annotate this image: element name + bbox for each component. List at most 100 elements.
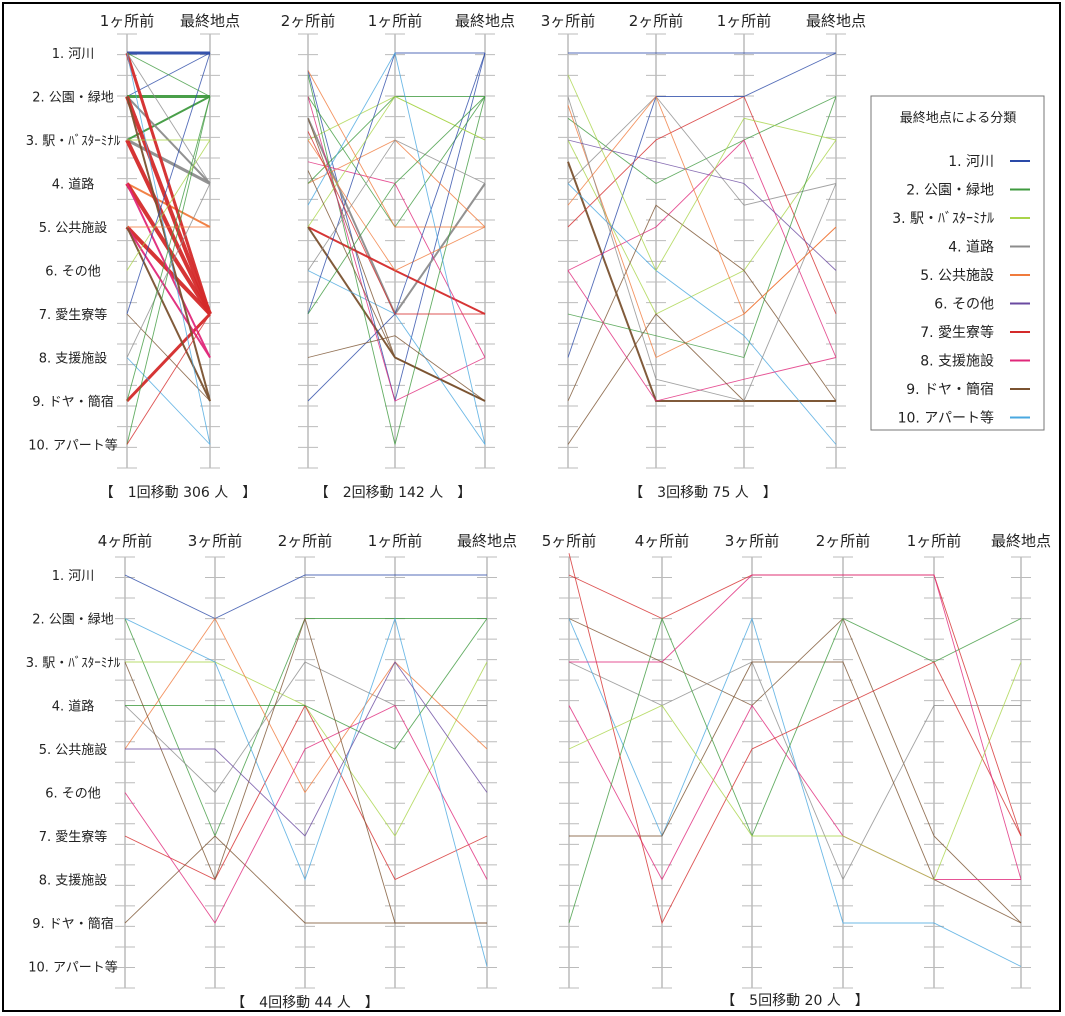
flow-line [307, 95, 486, 228]
flow-line [567, 313, 836, 445]
axis-header: 5ヶ所前 [542, 532, 597, 550]
axis-header: 4ヶ所前 [98, 532, 153, 550]
flow-line [307, 335, 486, 402]
parallel-chart-3: 3ヶ所前 2ヶ所前 1ヶ所前 最終地点【 3回移動 75 人 】 [541, 12, 866, 501]
flow-line [124, 835, 487, 924]
flow-line [307, 96, 486, 228]
flow-line [126, 357, 211, 445]
legend-title: 最終地点による分類 [900, 110, 1017, 126]
parallel-chart-2: 2ヶ所前 1ヶ所前 最終地点【 2回移動 142 人 】 [281, 12, 515, 501]
axis-header: 1ヶ所前 [368, 12, 423, 30]
flow-line [567, 183, 837, 445]
category-label: 5. 公共施設 [39, 220, 108, 236]
axis-header: 4ヶ所前 [635, 532, 690, 550]
flow-line [569, 574, 1022, 880]
parallel-chart-5: 5ヶ所前 4ヶ所前 3ヶ所前 2ヶ所前 1ヶ所前 最終地点【 5回移動 20 人 】 [542, 532, 1051, 1009]
flow-line [567, 270, 837, 402]
legend-box [870, 95, 1045, 431]
flow-line [307, 131, 485, 315]
axis-header: 2ヶ所前 [629, 12, 684, 30]
legend: 最終地点による分類 1. 河川 2. 公園・緑地 3. 駅・ﾊﾞｽﾀｰﾐﾅﾙ 4. 道… [870, 95, 1045, 431]
chart-caption: 【 3回移動 75 人 】 [629, 485, 777, 501]
axis-header: 1ヶ所前 [100, 12, 155, 30]
axis-header: 1ヶ所前 [717, 12, 772, 30]
axis-header: 1ヶ所前 [368, 532, 423, 550]
category-label: 8. 支援施設 [39, 351, 108, 367]
legend-label: 5. 公共施設 [920, 268, 994, 284]
flow-line [126, 52, 211, 184]
legend-label: 10. アパート等 [898, 410, 994, 427]
category-label: 5. 公共施設 [39, 742, 108, 758]
category-label: 8. 支援施設 [39, 873, 108, 889]
flow-line [567, 95, 837, 315]
flow-line [307, 96, 486, 315]
category-label: 10. アパート等 [28, 438, 118, 454]
flow-line [126, 52, 211, 97]
category-label: 10. アパート等 [28, 960, 118, 976]
axis-header: 3ヶ所前 [725, 532, 780, 550]
axis-header: 2ヶ所前 [281, 12, 336, 30]
category-label: 1. 河川 [52, 569, 95, 584]
flow-line [568, 553, 1022, 925]
axis-header: 最終地点 [455, 12, 515, 30]
flow-line [567, 139, 837, 358]
flow-line [124, 617, 487, 924]
category-label: 9. ドヤ・簡宿 [32, 394, 114, 410]
chart-caption: 【 2回移動 142 人 】 [315, 485, 472, 501]
legend-label: 7. 愛生寮等 [920, 324, 994, 341]
flow-line [126, 183, 211, 358]
flow-line [568, 617, 1022, 967]
flow-line [568, 661, 1022, 881]
axis-header: 最終地点 [180, 12, 240, 30]
category-label: 7. 愛生寮等 [39, 307, 108, 323]
legend-label: 1. 河川 [948, 154, 994, 170]
flow-line [124, 616, 488, 967]
flow-line [567, 74, 837, 272]
flow-line [567, 96, 837, 402]
parallel-chart-1: 1ヶ所前 最終地点 1. 河川 2. 公園・緑地 3. 駅・ﾊﾞｽﾀｰﾐﾅﾙ 4. 道路 5… [26, 12, 257, 501]
legend-label: 3. 駅・ﾊﾞｽﾀｰﾐﾅﾙ [892, 211, 994, 227]
chart-caption: 【 1回移動 306 人 】 [100, 485, 257, 501]
legend-label: 4. 道路 [948, 240, 994, 256]
category-label: 6. その他 [45, 265, 101, 280]
flow-line [125, 661, 488, 837]
axis-header: 最終地点 [457, 532, 517, 550]
flow-line [126, 96, 211, 402]
chart-caption: 【 5回移動 20 人 】 [721, 993, 869, 1009]
category-label: 4. 道路 [52, 699, 95, 715]
flow-line [125, 618, 488, 750]
category-label: 7. 愛生寮等 [39, 829, 108, 845]
chart-caption: 【 4回移動 44 人 】 [231, 995, 379, 1011]
flow-line [568, 704, 1021, 881]
axis-header: 最終地点 [991, 532, 1051, 550]
flow-line [569, 661, 1022, 924]
legend-label: 8. 支援施設 [920, 354, 994, 370]
flow-line [307, 170, 486, 402]
category-label: 1. 河川 [52, 47, 95, 62]
axis-header: 2ヶ所前 [816, 532, 871, 550]
category-label: 3. 駅・ﾊﾞｽﾀｰﾐﾅﾙ [26, 656, 121, 671]
axis-header: 3ヶ所前 [188, 532, 243, 550]
flow-line [126, 226, 211, 402]
category-label: 2. 公園・緑地 [32, 613, 114, 628]
axis-header: 1ヶ所前 [907, 532, 962, 550]
flow-line [567, 95, 837, 315]
flow-line [307, 70, 485, 228]
flow-line [124, 617, 488, 794]
parallel-chart-4: 4ヶ所前 3ヶ所前 2ヶ所前 1ヶ所前 最終地点 1. 河川 2. 公園・緑地 3. 駅・ﾊﾞ… [26, 532, 517, 1011]
flow-line [124, 661, 487, 794]
flow-line [568, 661, 1021, 881]
legend-label: 6. その他 [934, 297, 994, 313]
category-label: 6. その他 [45, 787, 101, 802]
flow-line [126, 52, 211, 315]
legend-label: 2. 公園・緑地 [906, 183, 994, 199]
flow-line [307, 117, 486, 317]
category-label: 4. 道路 [52, 177, 95, 193]
flow-line [568, 617, 1022, 924]
flow-line [567, 105, 837, 359]
flow-line [126, 313, 211, 445]
category-label: 9. ドヤ・簡宿 [32, 916, 114, 932]
flow-line [567, 95, 837, 206]
